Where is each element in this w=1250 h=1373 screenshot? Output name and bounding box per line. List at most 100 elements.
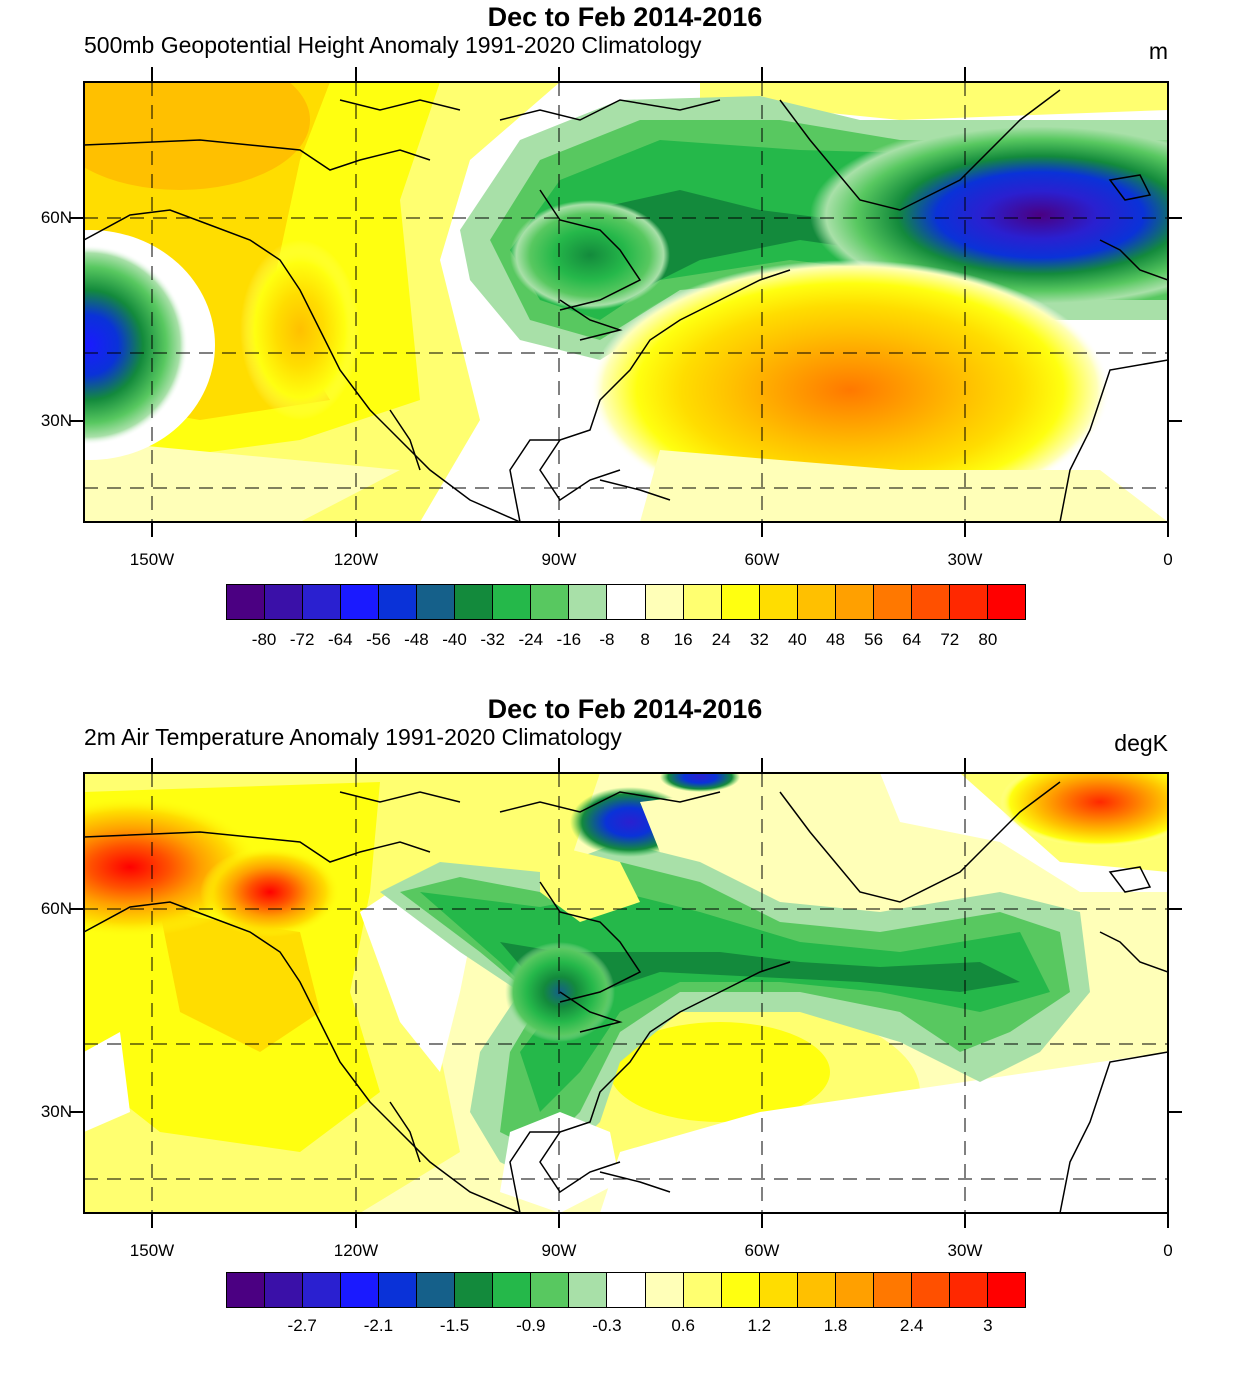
colorbar-swatch (569, 1273, 608, 1307)
colorbar-swatch (493, 1273, 532, 1307)
colorbar-swatch (835, 1273, 874, 1307)
latitude-label: 60N (40, 208, 72, 227)
longitude-label: 90W (541, 550, 577, 569)
colorbar-label: -40 (442, 630, 467, 649)
colorbar-label: -56 (366, 630, 391, 649)
colorbar-swatch (987, 585, 1025, 619)
colorbar-swatch (645, 1273, 684, 1307)
colorbar-label: 1.8 (823, 1316, 848, 1335)
colorbar-label: -2.1 (363, 1316, 394, 1335)
colorbar-swatch (759, 1273, 798, 1307)
colorbar-label: 3 (983, 1316, 993, 1335)
air-temperature-anomaly-map (70, 758, 1182, 1228)
colorbar-swatch (759, 585, 798, 619)
colorbar-label: -1.5 (439, 1316, 470, 1335)
colorbar-label: 72 (940, 630, 960, 649)
colorbar-label: 40 (787, 630, 807, 649)
colorbar-swatch (645, 585, 684, 619)
longitude-label: 120W (333, 550, 379, 569)
longitude-label: 150W (129, 1241, 175, 1260)
longitude-label: 30W (947, 1241, 983, 1260)
colorbar-swatch (797, 1273, 836, 1307)
colorbar-swatch (303, 1273, 342, 1307)
panel-units: degK (1114, 730, 1168, 756)
colorbar-swatch (417, 585, 456, 619)
colorbar-swatch (949, 1273, 988, 1307)
panel-title: Dec to Feb 2014-2016 (487, 2, 763, 32)
air-temperature-panel: Dec to Feb 2014-2016 2m Air Temperature … (0, 692, 1250, 1372)
colorbar-label: -80 (251, 630, 277, 649)
colorbar-swatch (949, 585, 988, 619)
colorbar-swatch (607, 585, 646, 619)
colorbar-swatch (341, 585, 380, 619)
colorbar-label: 8 (640, 630, 650, 649)
colorbar-label: 16 (673, 630, 693, 649)
longitude-label: 120W (333, 1241, 379, 1260)
colorbar (226, 1272, 1026, 1308)
colorbar-label: -0.9 (516, 1316, 546, 1335)
longitude-label: 30W (947, 550, 983, 569)
colorbar-label: 32 (749, 630, 769, 649)
colorbar-swatch (911, 1273, 950, 1307)
colorbar-swatch (341, 1273, 380, 1307)
colorbar-swatch (873, 1273, 912, 1307)
colorbar-label: 0.6 (671, 1316, 695, 1335)
longitude-label: 60W (744, 1241, 780, 1260)
colorbar-label: -64 (327, 630, 353, 649)
colorbar-swatch (911, 585, 950, 619)
geopotential-anomaly-map (70, 67, 1182, 537)
colorbar-label: -2.7 (287, 1316, 317, 1335)
colorbar-label: -0.3 (592, 1316, 622, 1335)
colorbar-swatch (455, 585, 494, 619)
colorbar-swatch (303, 585, 342, 619)
longitude-label: 90W (541, 1241, 577, 1260)
colorbar-label: 1.2 (747, 1316, 772, 1335)
geopotential-height-panel: Dec to Feb 2014-2016 500mb Geopotential … (0, 0, 1250, 680)
latitude-label: 60N (40, 899, 72, 918)
colorbar-swatch (417, 1273, 456, 1307)
colorbar-label: 64 (902, 630, 922, 649)
colorbar-label: -8 (599, 630, 615, 649)
colorbar-swatch (607, 1273, 646, 1307)
colorbar-label: 48 (826, 630, 845, 649)
longitude-label: 0 (1163, 1241, 1173, 1260)
colorbar-swatch (835, 585, 874, 619)
colorbar-swatch (265, 585, 304, 619)
colorbar-label: -16 (556, 630, 582, 649)
colorbar-label: -32 (480, 630, 505, 649)
colorbar-swatch (797, 585, 836, 619)
colorbar-swatch (683, 1273, 722, 1307)
colorbar-swatch (987, 1273, 1025, 1307)
colorbar-swatch (721, 585, 760, 619)
colorbar-label: -24 (518, 630, 544, 649)
longitude-label: 0 (1163, 550, 1173, 569)
latitude-label: 30N (40, 1102, 72, 1121)
colorbar-label: 24 (711, 630, 731, 649)
panel-title: Dec to Feb 2014-2016 (487, 694, 763, 724)
colorbar-swatch (227, 585, 266, 619)
panel-subtitle: 500mb Geopotential Height Anomaly 1991-2… (84, 32, 702, 58)
colorbar-swatch (455, 1273, 494, 1307)
colorbar-label: 2.4 (899, 1316, 924, 1335)
colorbar-swatch (873, 585, 912, 619)
longitude-label: 150W (129, 550, 175, 569)
colorbar-label: 80 (978, 630, 998, 649)
colorbar-swatch (265, 1273, 304, 1307)
colorbar-label: 56 (864, 630, 884, 649)
panel-units: m (1148, 38, 1168, 64)
colorbar-swatch (721, 1273, 760, 1307)
panel-subtitle: 2m Air Temperature Anomaly 1991-2020 Cli… (84, 724, 622, 750)
latitude-label: 30N (40, 411, 72, 430)
colorbar-swatch (227, 1273, 266, 1307)
colorbar-swatch (569, 585, 608, 619)
colorbar-swatch (683, 585, 722, 619)
colorbar-swatch (493, 585, 532, 619)
colorbar (226, 584, 1026, 620)
colorbar-swatch (379, 1273, 418, 1307)
colorbar-label: -48 (404, 630, 429, 649)
longitude-label: 60W (744, 550, 780, 569)
colorbar-swatch (531, 585, 570, 619)
colorbar-swatch (531, 1273, 570, 1307)
colorbar-label: -72 (289, 630, 315, 649)
colorbar-swatch (379, 585, 418, 619)
